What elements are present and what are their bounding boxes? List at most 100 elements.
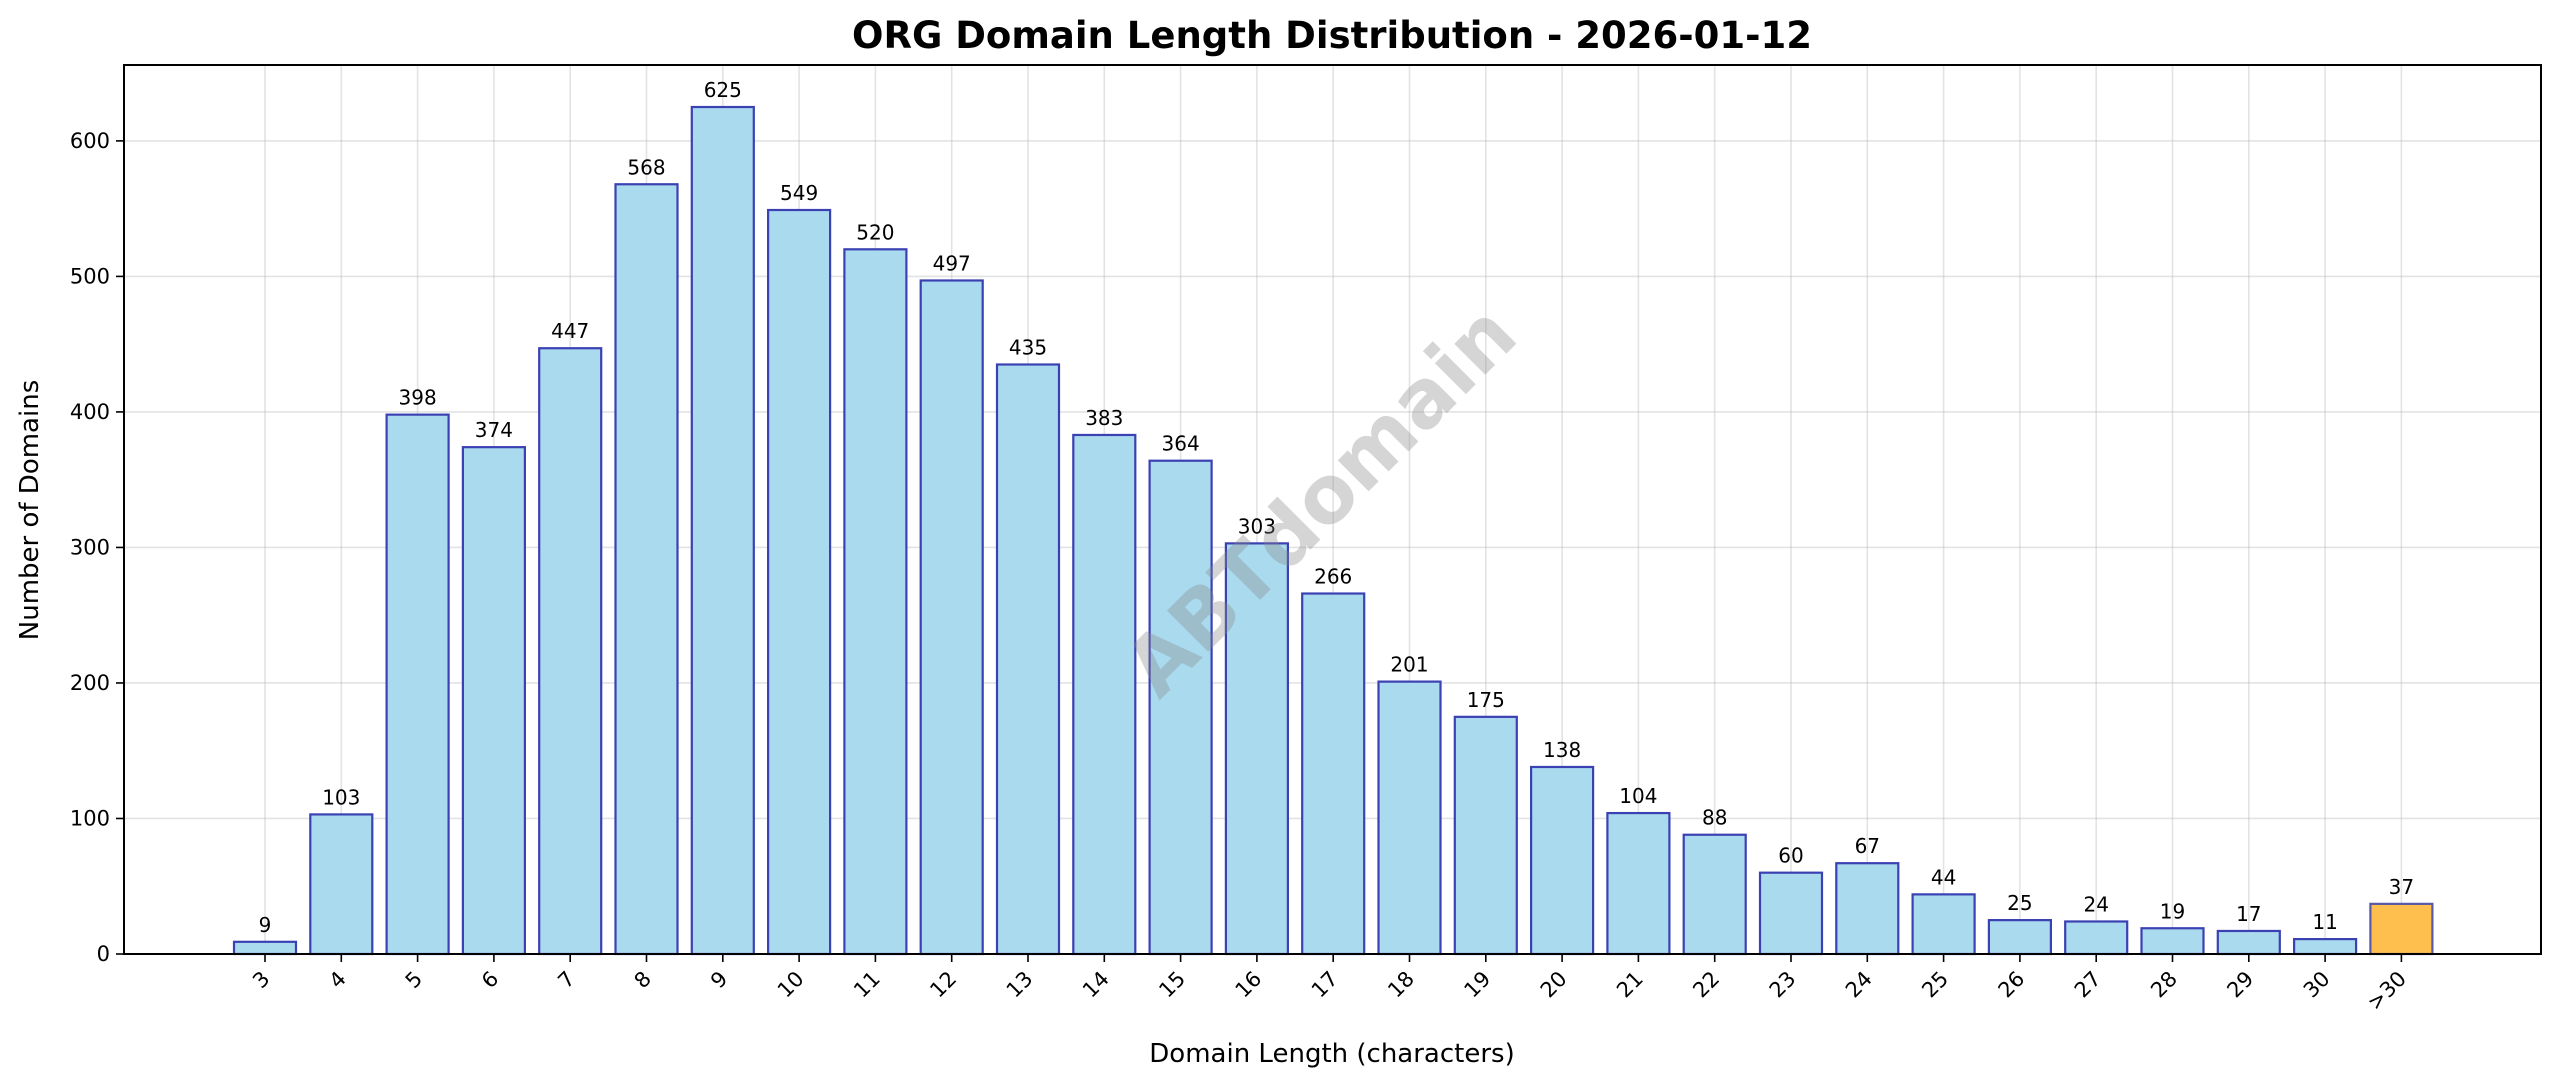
data-label-7: 447: [551, 319, 589, 343]
x-tick-label: 28: [2146, 967, 2182, 1003]
x-tick-label: 24: [1841, 967, 1877, 1003]
data-label-5: 398: [399, 386, 437, 410]
x-tick-label: 19: [1459, 967, 1495, 1003]
x-tick-label: 17: [1307, 967, 1343, 1003]
y-tick-label: 300: [70, 535, 110, 559]
x-tick-label: 5: [401, 967, 427, 993]
data-label-21: 104: [1619, 784, 1657, 808]
bar-22: [1682, 833, 1747, 956]
x-tick-label: 26: [1994, 967, 2030, 1003]
bar-16: [1224, 542, 1290, 956]
bar-7: [538, 347, 603, 956]
bar-4: [309, 813, 374, 956]
data-label-22: 88: [1702, 806, 1727, 830]
bar-3: [232, 940, 298, 956]
data-label-17: 266: [1314, 565, 1352, 589]
bar-12: [919, 279, 984, 956]
x-tick-label: 12: [925, 967, 961, 1003]
bar-27: [2064, 920, 2129, 956]
x-tick-label: 13: [1002, 967, 1038, 1003]
x-tick-label: 30: [2299, 967, 2335, 1003]
data-label-12: 497: [933, 251, 971, 275]
data-label-23: 60: [1778, 844, 1803, 868]
x-tick-label: 15: [1154, 967, 1190, 1003]
bar->30: [2369, 902, 2434, 956]
bar-6: [461, 446, 526, 956]
bars: [232, 105, 2434, 956]
y-tick-label: 0: [97, 942, 110, 966]
x-tick-label: 18: [1383, 967, 1419, 1003]
y-tick-label: 600: [70, 129, 110, 153]
bar-28: [2140, 927, 2205, 956]
x-tick-label: 14: [1078, 967, 1114, 1003]
y-tick-label: 100: [70, 806, 110, 830]
data-label-28: 19: [2160, 899, 2185, 923]
data-label-24: 67: [1855, 834, 1880, 858]
x-axis-label: Domain Length (characters): [1149, 1039, 1514, 1069]
x-tick-label: 6: [477, 967, 503, 993]
x-tick-label: >30: [2363, 967, 2411, 1015]
y-tick-label: 500: [70, 264, 110, 288]
data-label-6: 374: [475, 418, 513, 442]
y-axis: 0 100 200 300 400 500 600: [70, 129, 124, 966]
x-tick-label: 9: [706, 967, 732, 993]
data-label-11: 520: [856, 220, 894, 244]
data-label-8: 568: [627, 155, 665, 179]
bar-10: [766, 208, 832, 956]
x-tick-label: 16: [1231, 967, 1267, 1003]
data-label-14: 383: [1085, 406, 1123, 430]
bar-26: [1987, 919, 2053, 956]
y-tick-label: 400: [70, 400, 110, 424]
data-label-25: 44: [1931, 865, 1956, 889]
y-axis-label: Number of Domains: [15, 380, 45, 640]
x-tick-label: 8: [630, 967, 656, 993]
data-label-30: 11: [2312, 910, 2337, 934]
bar-29: [2216, 929, 2281, 956]
x-tick-label: 22: [1688, 967, 1724, 1003]
bar-17: [1301, 592, 1366, 956]
bar-18: [1377, 680, 1442, 956]
bar-24: [1835, 862, 1900, 956]
x-tick-label: 10: [773, 967, 809, 1003]
x-tick-label: 27: [2070, 967, 2106, 1003]
data-label-26: 25: [2007, 891, 2032, 915]
bar-21: [1606, 811, 1671, 956]
bar-20: [1529, 765, 1595, 956]
x-tick-label: 29: [2222, 967, 2258, 1003]
x-tick-label: 21: [1612, 967, 1648, 1003]
x-tick-label: 23: [1765, 967, 1801, 1003]
data-label-27: 24: [2083, 892, 2108, 916]
data-label-18: 201: [1390, 653, 1428, 677]
y-tick-label: 200: [70, 671, 110, 695]
x-tick-label: 11: [849, 967, 885, 1003]
data-label-9: 625: [704, 78, 742, 102]
data-label-4: 103: [322, 785, 360, 809]
x-axis: 3 4 5 6 7 8 9 10 11 12 13 14 15 16 17 18 19 20 21 22 23 24 25 2…: [248, 954, 2411, 1015]
data-label-13: 435: [1009, 335, 1047, 359]
data-label-19: 175: [1467, 688, 1505, 712]
data-label-15: 364: [1162, 432, 1200, 456]
bar-5: [385, 413, 450, 956]
bar-25: [1911, 893, 1976, 956]
chart-title: ORG Domain Length Distribution - 2026-01…: [852, 14, 1812, 57]
bar-9: [690, 105, 755, 956]
data-label-20: 138: [1543, 738, 1581, 762]
x-tick-label: 3: [248, 967, 274, 993]
data-label->30: 37: [2389, 875, 2414, 899]
bar-23: [1758, 871, 1824, 956]
bar-14: [1072, 433, 1137, 956]
bar-8: [614, 183, 679, 956]
bar-11: [843, 248, 908, 956]
bar-15: [1148, 459, 1213, 956]
data-label-3: 9: [259, 913, 272, 937]
data-label-16: 303: [1238, 514, 1276, 538]
x-tick-label: 20: [1536, 967, 1572, 1003]
bar-13: [995, 363, 1061, 956]
data-label-29: 17: [2236, 902, 2261, 926]
bar-19: [1453, 715, 1518, 956]
x-tick-label: 7: [553, 967, 579, 993]
data-labels: 9 103 398 374 447 568 625 549 520 497 435 383 364 303…: [259, 78, 2414, 937]
x-tick-label: 25: [1917, 967, 1953, 1003]
data-label-10: 549: [780, 181, 818, 205]
